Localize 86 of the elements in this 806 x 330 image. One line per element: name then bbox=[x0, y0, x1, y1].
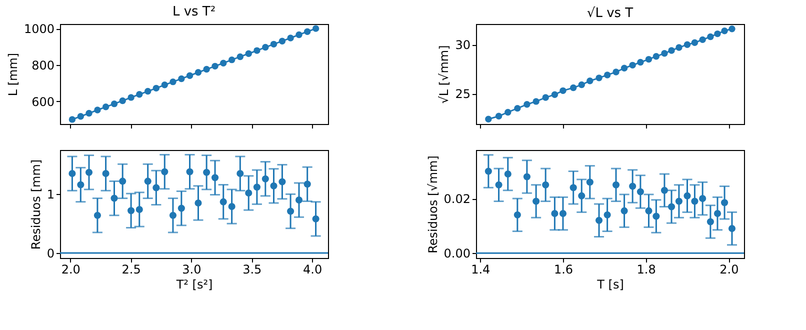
point bbox=[186, 72, 194, 79]
point bbox=[296, 31, 302, 38]
point bbox=[586, 78, 594, 84]
x-tick-label: 4.0 bbox=[303, 262, 322, 276]
x-tick-label: 3.0 bbox=[182, 262, 202, 276]
point bbox=[86, 110, 92, 117]
point bbox=[170, 78, 176, 86]
point bbox=[637, 58, 644, 66]
point bbox=[77, 113, 84, 120]
point bbox=[645, 56, 652, 63]
point bbox=[68, 116, 76, 123]
chart-title: √L vs T bbox=[586, 6, 634, 21]
point bbox=[128, 94, 134, 101]
point bbox=[612, 68, 620, 76]
point bbox=[152, 84, 160, 92]
point bbox=[161, 82, 168, 88]
point bbox=[136, 91, 143, 98]
y-tick-label: 1 bbox=[46, 188, 54, 202]
point bbox=[304, 28, 311, 35]
point bbox=[707, 33, 714, 40]
point bbox=[551, 91, 558, 98]
point bbox=[178, 75, 185, 82]
point bbox=[220, 60, 227, 66]
point bbox=[714, 30, 721, 38]
point bbox=[691, 39, 698, 46]
point bbox=[270, 40, 278, 48]
x-tick-label: 2.5 bbox=[122, 262, 141, 276]
point bbox=[652, 53, 660, 60]
y-axis-title: Residuos [mm] bbox=[28, 159, 43, 250]
y-axis-title: Residuos [√mm] bbox=[426, 156, 440, 254]
point bbox=[620, 64, 628, 72]
point bbox=[212, 62, 218, 70]
point bbox=[721, 28, 728, 34]
point bbox=[203, 66, 210, 73]
point bbox=[287, 34, 294, 42]
point bbox=[312, 25, 320, 32]
x-tick-label: 1.8 bbox=[636, 262, 656, 276]
point bbox=[194, 69, 202, 76]
x-tick-label: 2.0 bbox=[61, 262, 80, 276]
point bbox=[578, 81, 585, 88]
point bbox=[254, 47, 260, 54]
y-tick-label: 0.02 bbox=[444, 192, 470, 206]
point bbox=[94, 106, 101, 114]
point bbox=[228, 56, 236, 64]
point bbox=[504, 108, 512, 116]
y-tick-label: 1000 bbox=[24, 22, 54, 36]
point bbox=[144, 88, 152, 95]
point bbox=[661, 50, 668, 57]
point bbox=[236, 53, 244, 60]
point bbox=[262, 44, 269, 51]
point bbox=[596, 74, 602, 82]
x-tick-label: 2.0 bbox=[720, 262, 739, 276]
x-axis-title: T² [s²] bbox=[175, 278, 213, 292]
point bbox=[604, 72, 611, 78]
y-axis-title: L [mm] bbox=[6, 52, 20, 96]
x-tick-label: 1.4 bbox=[471, 262, 490, 276]
point bbox=[542, 94, 549, 101]
point bbox=[629, 62, 636, 69]
y-tick-label: 0 bbox=[46, 246, 54, 261]
point bbox=[524, 101, 530, 108]
point bbox=[278, 38, 286, 44]
point bbox=[668, 47, 675, 54]
point bbox=[684, 41, 691, 48]
y-tick-label: 30 bbox=[455, 38, 470, 52]
point bbox=[699, 36, 706, 44]
point bbox=[532, 98, 540, 105]
point bbox=[495, 112, 502, 120]
point bbox=[560, 87, 566, 94]
point bbox=[728, 26, 736, 32]
y-tick-label: 25 bbox=[455, 87, 470, 102]
point bbox=[102, 104, 110, 110]
point bbox=[676, 44, 682, 51]
point bbox=[514, 104, 521, 112]
chart-title: L vs T² bbox=[172, 4, 216, 20]
y-tick-label: 0.00 bbox=[444, 246, 470, 261]
point bbox=[245, 50, 252, 57]
y-tick-label: 600 bbox=[32, 94, 54, 109]
x-axis-title: T [s] bbox=[596, 278, 624, 292]
x-tick-label: 1.6 bbox=[554, 262, 574, 276]
point bbox=[110, 100, 118, 108]
y-tick-label: 800 bbox=[32, 58, 54, 72]
x-tick-label: 3.5 bbox=[242, 262, 262, 276]
point bbox=[119, 97, 126, 104]
point bbox=[570, 84, 577, 92]
y-axis-title: √L [√mm] bbox=[437, 45, 452, 104]
point bbox=[485, 116, 492, 122]
